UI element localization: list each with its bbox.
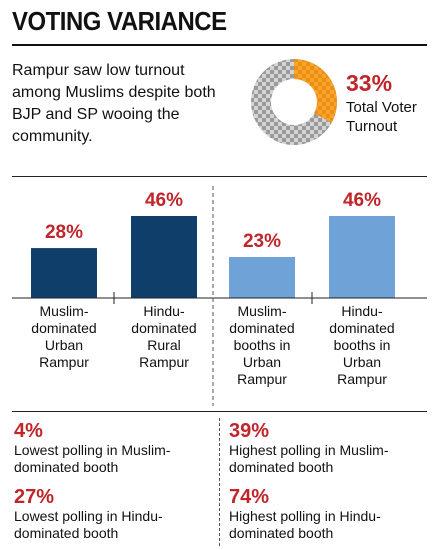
category-label-3: Rampur bbox=[237, 371, 287, 387]
category-label-2: dominated bbox=[131, 320, 196, 336]
bar-3 bbox=[229, 257, 295, 298]
stats-top-rule bbox=[12, 411, 427, 412]
bar-4 bbox=[329, 216, 395, 298]
category-label-1: dominated bbox=[31, 320, 96, 336]
stat-lowest-muslim: 4% Lowest polling in Muslim-dominated bo… bbox=[14, 420, 219, 476]
category-label-4: Urban bbox=[343, 354, 381, 370]
category-label-1: Rampur bbox=[39, 354, 89, 370]
category-label-3: Urban bbox=[243, 354, 281, 370]
stat-label: Lowest polling in Muslim-dominated booth bbox=[14, 442, 171, 475]
stat-label: Highest polling in Muslim-dominated boot… bbox=[229, 442, 389, 475]
bar-2 bbox=[131, 216, 197, 298]
title-underline bbox=[12, 44, 427, 46]
page-title: VOTING VARIANCE bbox=[12, 6, 227, 36]
stat-lowest-hindu: 27% Lowest polling in Hindu-dominated bo… bbox=[14, 486, 219, 542]
category-label-3: Muslim- bbox=[238, 303, 287, 319]
bar-value-label-2: 46% bbox=[145, 190, 183, 211]
turnout-label: Total Voter Turnout bbox=[346, 99, 417, 135]
stat-value: 74% bbox=[229, 486, 270, 508]
chart-top-rule bbox=[12, 176, 427, 177]
bar-value-label-4: 46% bbox=[343, 190, 381, 211]
stat-value: 39% bbox=[229, 420, 270, 442]
category-label-3: dominated bbox=[229, 320, 294, 336]
intro-text: Rampur saw low turnout among Muslims des… bbox=[12, 62, 216, 145]
category-label-3: booths in bbox=[234, 337, 291, 353]
donut-turnout-arc bbox=[251, 59, 337, 145]
category-label-1: Urban bbox=[45, 337, 83, 353]
category-label-2: Rampur bbox=[139, 354, 189, 370]
category-label-4: Rampur bbox=[337, 371, 387, 387]
turnout-value: 33% bbox=[346, 70, 393, 96]
stat-highest-hindu: 74% Highest polling in Hindu-dominated b… bbox=[229, 486, 434, 542]
stats-divider bbox=[219, 418, 220, 546]
stat-label: Highest polling in Hindu-dominated booth bbox=[229, 508, 381, 541]
stat-label: Lowest polling in Hindu-dominated booth bbox=[14, 508, 163, 541]
stat-highest-muslim: 39% Highest polling in Muslim-dominated … bbox=[229, 420, 434, 476]
bar-value-label-3: 23% bbox=[243, 231, 281, 252]
category-label-4: Hindu- bbox=[341, 303, 383, 319]
category-label-2: Rural bbox=[147, 337, 180, 353]
bar-1 bbox=[31, 248, 97, 298]
stat-value: 27% bbox=[14, 486, 55, 508]
bar-value-label-1: 28% bbox=[45, 222, 83, 243]
category-label-1: Muslim- bbox=[40, 303, 89, 319]
turnout-donut bbox=[251, 59, 337, 145]
stat-value: 4% bbox=[14, 420, 43, 442]
category-label-2: Hindu- bbox=[143, 303, 185, 319]
turnout-bar-chart: 28%Muslim-dominatedUrbanRampur46%Hindu-d… bbox=[12, 186, 427, 406]
category-label-4: dominated bbox=[329, 320, 394, 336]
category-label-4: booths in bbox=[334, 337, 391, 353]
